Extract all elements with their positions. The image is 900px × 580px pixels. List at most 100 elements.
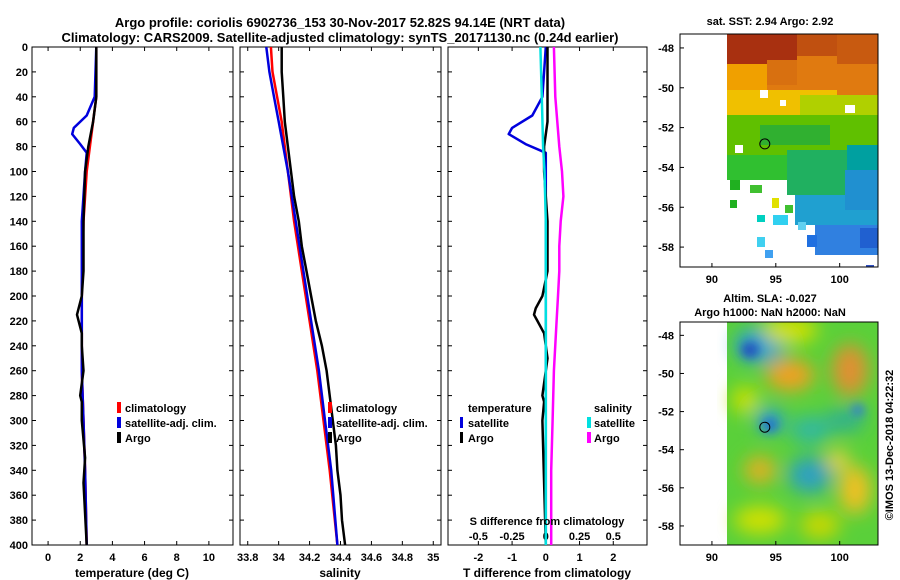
x-tick-label: 8 (174, 552, 180, 564)
sst-map-frame (679, 33, 879, 268)
sla-map-title-line2: Argo h1000: NaN h2000: NaN (694, 307, 846, 319)
difference-lines (507, 46, 565, 546)
figure-title-line2: Climatology: CARS2009. Satellite-adjuste… (61, 30, 618, 45)
temperature-panel: 0204060801001201401601802002202402602803… (10, 42, 234, 580)
y-tick-label: 0 (22, 42, 28, 54)
difference-temperature-legend: temperature satellite Argo (460, 403, 532, 445)
salinity-x-ticks: 33.8 34 34.2 34.4 34.6 34.8 35 (237, 47, 439, 564)
salinity-lines (265, 46, 347, 546)
difference-y-ticks (448, 46, 647, 546)
map-y-tick-label: -54 (658, 162, 675, 174)
x-tick-label: 2 (610, 552, 616, 564)
sla-map-argo-position (759, 421, 771, 433)
diff-legend-s-argo: Argo (594, 433, 620, 445)
y-tick-label: 360 (10, 490, 28, 502)
diff-legend-t-argo: Argo (468, 433, 494, 445)
y-tick-label: 100 (10, 167, 28, 179)
difference-s-axis-label: S difference from climatology (470, 516, 626, 528)
temperature-legend-satellite: satellite-adj. clim. (125, 418, 217, 430)
difference-salinity-legend: salinity satellite Argo (587, 403, 635, 445)
salinity-axes-frame (239, 46, 442, 546)
temperature-legend-climatology: climatology (125, 403, 187, 415)
legend-swatch-t-argo (460, 432, 463, 443)
y-tick-label: 260 (10, 366, 28, 378)
salinity-x-label: salinity (319, 566, 361, 580)
x-tick-label: 4 (109, 552, 116, 564)
y-tick-label: 400 (10, 540, 28, 552)
map-x-tick-label: 100 (830, 552, 848, 564)
sla-map-field (727, 322, 878, 545)
map-y-tick-label: -56 (658, 483, 674, 495)
legend-swatch-climatology (328, 402, 332, 413)
s-tick-label: 0.5 (606, 531, 621, 543)
legend-swatch-s-argo (587, 432, 591, 443)
y-tick-label: 320 (10, 440, 28, 452)
x-tick-label: 0 (45, 552, 51, 564)
series-line-argo (75, 47, 98, 546)
temperature-x-ticks: 0 2 4 6 8 10 (45, 47, 215, 564)
series-line-argo (280, 47, 347, 546)
y-tick-label: 200 (10, 291, 28, 303)
legend-swatch-s-satellite (587, 417, 591, 428)
map-y-tick-label: -58 (658, 521, 674, 533)
x-tick-label: 0 (543, 552, 549, 564)
temperature-legend-argo: Argo (125, 433, 151, 445)
difference-x-ticks: -2 -1 0 1 2 (473, 47, 616, 564)
s-tick-label: -0.25 (500, 531, 525, 543)
map-y-tick-label: -50 (658, 83, 674, 95)
sst-map-field (727, 34, 878, 267)
y-tick-label: 180 (10, 266, 28, 278)
x-tick-label: 34 (273, 552, 286, 564)
x-tick-label: 6 (141, 552, 147, 564)
series-line-satellite-adj-clim- (265, 46, 339, 546)
sst-map-x-ticks: 90 95 100 (706, 263, 849, 286)
legend-swatch-argo (328, 432, 332, 443)
series-line-climatology (269, 46, 339, 546)
x-tick-label: -1 (507, 552, 517, 564)
x-tick-label: 10 (203, 552, 215, 564)
sla-map-title-line1: Altim. SLA: -0.027 (723, 293, 817, 305)
legend-swatch-t-satellite (460, 417, 463, 428)
series-line-s-satellite (539, 46, 548, 545)
temperature-lines (70, 46, 98, 546)
x-tick-label: 33.8 (237, 552, 258, 564)
sst-map-argo-position (759, 138, 771, 150)
salinity-legend-climatology: climatology (336, 403, 398, 415)
diff-legend-temperature-title: temperature (468, 403, 532, 415)
map-y-tick-label: -48 (658, 43, 674, 55)
salinity-legend: climatology satellite-adj. clim. Argo (328, 402, 428, 445)
salinity-legend-satellite: satellite-adj. clim. (336, 418, 428, 430)
salinity-y-ticks (240, 46, 441, 546)
x-tick-label: 34.8 (392, 552, 413, 564)
y-tick-label: 40 (16, 92, 28, 104)
x-tick-label: 34.2 (299, 552, 320, 564)
y-tick-label: 120 (10, 191, 28, 203)
diff-legend-t-satellite: satellite (468, 418, 509, 430)
series-line-s-argo (549, 46, 565, 545)
difference-x-label: T difference from climatology (463, 566, 631, 580)
temperature-axes-frame (31, 46, 234, 546)
y-tick-label: 280 (10, 391, 28, 403)
sla-map-y-ticks: -48 -50 -52 -54 -56 -58 (658, 330, 684, 533)
map-x-tick-label: 95 (770, 552, 782, 564)
map-y-tick-label: -58 (658, 242, 674, 254)
y-tick-label: 20 (16, 67, 28, 79)
map-y-tick-label: -52 (658, 407, 674, 419)
x-tick-label: 1 (576, 552, 582, 564)
map-y-tick-label: -48 (658, 330, 674, 342)
temperature-legend: climatology satellite-adj. clim. Argo (117, 402, 217, 445)
difference-panel: -2 -1 0 1 2 -0.5 -0.25 0 0.25 0.5 temperature sa… (447, 46, 648, 580)
sst-map: sat. SST: 2.94 Argo: 2.92 (658, 16, 879, 286)
map-x-tick-label: 100 (830, 274, 848, 286)
y-tick-label: 240 (10, 341, 28, 353)
y-tick-label: 380 (10, 515, 28, 527)
diff-legend-salinity-title: salinity (594, 403, 633, 415)
x-tick-label: 34.6 (361, 552, 382, 564)
map-x-tick-label: 90 (706, 274, 718, 286)
y-tick-label: 80 (16, 142, 28, 154)
legend-swatch-satellite (117, 417, 121, 428)
imos-watermark: ©IMOS 13-Dec-2018 04:22:32 (884, 370, 896, 521)
x-tick-label: 34.4 (330, 552, 352, 564)
s-tick-label: -0.5 (469, 531, 488, 543)
